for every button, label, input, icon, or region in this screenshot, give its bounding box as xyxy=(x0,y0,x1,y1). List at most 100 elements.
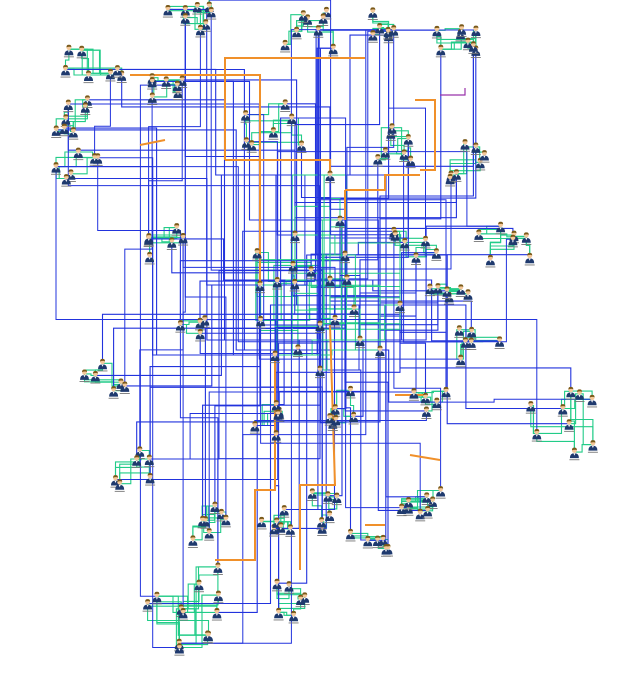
user-icon xyxy=(271,400,282,413)
edge-primary xyxy=(385,151,501,227)
edge-secondary xyxy=(149,237,184,257)
user-icon xyxy=(557,404,568,417)
user-icon xyxy=(432,283,443,296)
user-icon xyxy=(295,594,306,608)
edge-secondary xyxy=(569,393,580,425)
edge-highlight xyxy=(299,324,337,570)
user-icon xyxy=(345,385,356,399)
user-icon xyxy=(289,278,300,292)
user-icon xyxy=(166,237,177,250)
user-icon xyxy=(112,65,123,78)
user-icon xyxy=(195,328,206,342)
edge-secondary xyxy=(278,599,302,613)
user-icon xyxy=(240,110,251,123)
user-icon xyxy=(424,283,435,297)
edge-primary xyxy=(345,254,570,425)
user-icon xyxy=(51,162,61,175)
edge-primary xyxy=(339,220,361,340)
user-icon xyxy=(307,488,318,501)
user-icon xyxy=(435,44,446,58)
user-icon xyxy=(435,486,446,499)
user-icon xyxy=(456,24,467,37)
edge-primary xyxy=(359,158,379,340)
user-icon xyxy=(388,25,399,38)
user-icon xyxy=(61,174,72,187)
user-icon xyxy=(291,26,302,40)
user-icon xyxy=(335,215,345,229)
user-icon xyxy=(455,354,466,368)
user-icon xyxy=(271,430,282,443)
user-icon xyxy=(420,392,431,406)
user-icon xyxy=(211,607,222,621)
user-icon xyxy=(524,252,535,266)
edge-secondary xyxy=(179,594,219,649)
user-icon xyxy=(255,280,265,294)
user-icon xyxy=(80,102,91,115)
user-icon xyxy=(381,544,391,557)
user-icon xyxy=(445,173,456,187)
user-icon xyxy=(147,76,158,90)
user-icon xyxy=(531,428,542,442)
user-icon xyxy=(105,68,116,82)
user-icon xyxy=(569,447,580,461)
edge-secondary xyxy=(320,339,360,371)
user-icon xyxy=(162,4,173,18)
user-icon xyxy=(331,492,342,506)
user-icon xyxy=(318,13,329,26)
user-icon xyxy=(97,358,108,372)
user-icon xyxy=(473,229,484,242)
user-icon xyxy=(479,150,490,163)
edge-layer xyxy=(55,0,594,649)
user-icon xyxy=(441,386,451,400)
edge-secondary xyxy=(156,595,217,613)
user-icon xyxy=(355,335,365,349)
user-icon xyxy=(565,386,576,400)
user-icon xyxy=(286,113,297,127)
user-icon xyxy=(279,505,290,518)
edge-highlight xyxy=(224,57,365,160)
user-icon xyxy=(171,223,182,236)
user-icon xyxy=(405,155,416,169)
user-icon xyxy=(268,127,279,140)
user-icon xyxy=(180,13,191,26)
user-icon xyxy=(378,534,389,548)
edge-secondary xyxy=(329,175,341,220)
edge-secondary xyxy=(344,255,401,305)
user-icon xyxy=(322,491,333,504)
user-icon xyxy=(298,10,309,23)
user-icon xyxy=(468,41,479,54)
user-icon xyxy=(328,43,339,57)
user-icon xyxy=(76,45,87,59)
user-icon xyxy=(375,345,385,359)
edge-secondary xyxy=(285,14,304,45)
edge-secondary xyxy=(156,596,182,609)
edge-highlight xyxy=(345,174,420,191)
user-icon xyxy=(315,365,325,379)
edge-primary xyxy=(149,325,321,478)
user-icon xyxy=(60,114,71,127)
user-icon xyxy=(197,515,208,529)
user-icon xyxy=(144,454,155,468)
user-icon xyxy=(212,562,223,575)
user-icon xyxy=(200,19,211,32)
user-icon xyxy=(280,99,291,112)
edge-secondary xyxy=(68,48,111,74)
user-icon xyxy=(275,522,286,535)
user-icon xyxy=(494,336,505,349)
user-icon xyxy=(325,275,335,289)
node-layer xyxy=(51,1,598,656)
edge-secondary xyxy=(178,634,209,648)
user-icon xyxy=(220,514,231,528)
user-icon xyxy=(273,607,284,621)
edge-primary xyxy=(182,9,186,613)
user-icon xyxy=(348,411,359,425)
edge-secondary xyxy=(278,611,294,616)
user-icon xyxy=(249,421,260,434)
edge-primary xyxy=(399,305,447,392)
edge-primary xyxy=(329,175,346,255)
user-icon xyxy=(292,344,303,357)
user-icon xyxy=(470,142,481,155)
edge-primary xyxy=(260,320,421,514)
edge-primary xyxy=(291,117,409,509)
user-icon xyxy=(272,578,282,592)
